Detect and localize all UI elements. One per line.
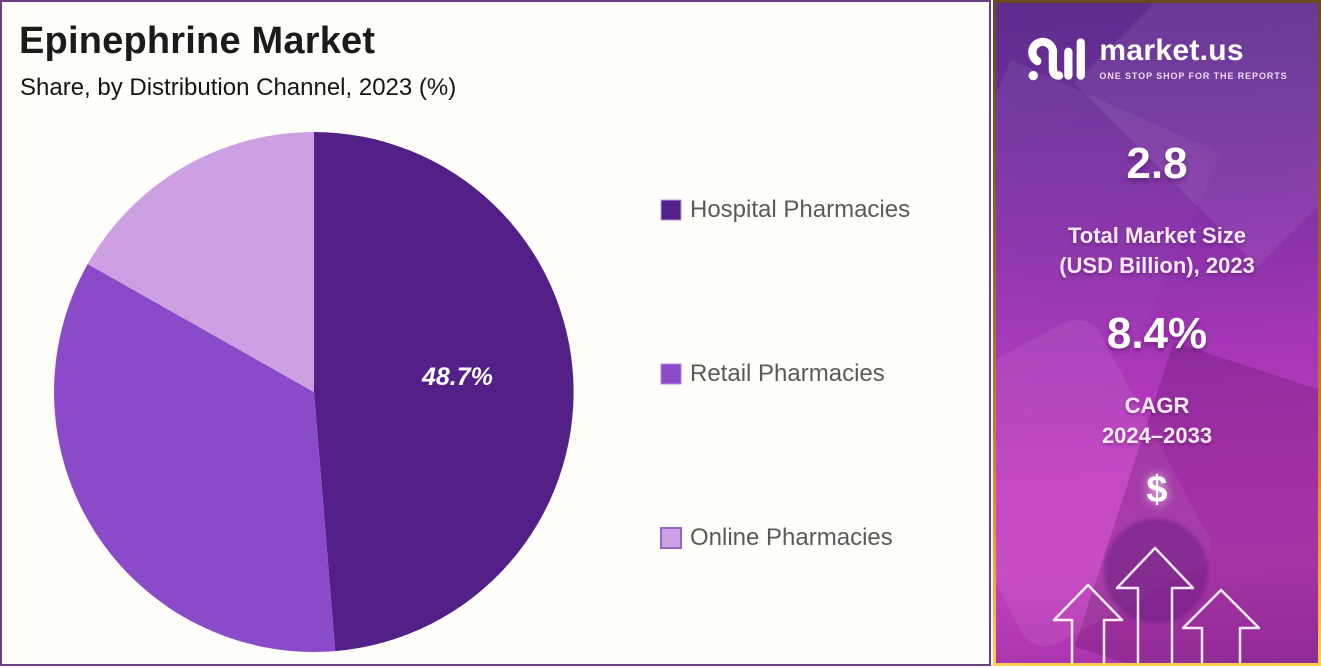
legend: Hospital Pharmacies Retail Pharmacies On… [660,2,980,668]
total-market-size-label-line2: (USD Billion), 2023 [1059,252,1255,278]
legend-item-retail-pharmacies: Retail Pharmacies [660,360,885,388]
legend-swatch-icon [660,199,682,221]
pie-slice-retail-pharmacies [54,264,336,652]
legend-label: Hospital Pharmacies [690,196,911,223]
legend-item-online-pharmacies: Online Pharmacies [660,524,893,552]
brand-logo: market.us ONE STOP SHOP FOR THE REPORTS [996,33,1318,83]
total-market-size-value: 2.8 [1126,139,1188,188]
legend-label: Online Pharmacies [690,524,893,551]
page-title: Epinephrine Market [19,20,376,62]
sidebar-content: market.us ONE STOP SHOP FOR THE REPORTS … [996,3,1318,663]
cagr-label-line2: 2024–2033 [1101,422,1213,448]
legend-item-hospital-pharmacies: Hospital Pharmacies [660,196,910,224]
dollar-icon: $ [1146,469,1168,511]
legend-label: Retail Pharmacies [690,360,885,387]
legend-swatch-icon [660,527,682,549]
sidebar-panel: market.us ONE STOP SHOP FOR THE REPORTS … [993,0,1321,666]
chart-panel: Epinephrine Market Share, by Distributio… [0,0,991,666]
chart-subtitle: Share, by Distribution Channel, 2023 (%) [20,74,457,101]
total-market-size-label-line1: Total Market Size [1067,223,1247,248]
pie-chart: 48.7% [54,132,574,652]
total-market-size-label: Total Market Size (USD Billion), 2023 [996,221,1318,280]
growth-arrows-icon [1052,546,1261,663]
brand-tagline: ONE STOP SHOP FOR THE REPORTS [1099,70,1288,81]
legend-swatch-icon [660,363,682,385]
pie-slice-hospital-pharmacies [314,132,574,652]
pie-data-label: 48.7% [421,363,493,391]
logo-text-block: market.us ONE STOP SHOP FOR THE REPORTS [1099,33,1288,81]
brand-name: market.us [1099,33,1244,67]
pie-slice-online-pharmacies [87,132,314,392]
cagr-label: CAGR 2024–2033 [996,391,1318,450]
cagr-value: 8.4% [1106,309,1208,358]
cagr-label-line1: CAGR [1124,393,1190,418]
marketus-logo-icon [1028,37,1086,81]
background-cup-circle [1104,519,1208,623]
